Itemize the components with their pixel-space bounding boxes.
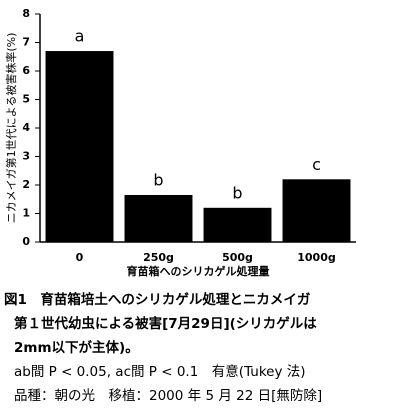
caption-line: 品種：朝の光 移植：2000 年 5 月 22 日[無防除] [14,388,322,404]
y-tick-label: 4 [22,121,30,134]
bar [45,51,114,242]
bar [282,179,351,242]
y-tick-label: 2 [22,178,30,191]
significance-label: a [75,27,85,46]
x-tick-label: 0 [76,251,84,264]
y-tick-label: 1 [22,207,30,220]
caption-line: ab間 P < 0.05, ac間 P < 0.1 有意(Tukey 法) [14,363,306,380]
significance-label: b [153,170,163,189]
y-tick-label: 7 [22,36,30,49]
x-tick-label: 250g [143,251,174,264]
y-tick-label: 3 [22,150,30,163]
significance-label: c [312,155,321,174]
caption-line: 2mm以下が主体)。 [14,339,139,356]
bar [203,207,272,242]
x-tick-label: 1000g [297,251,336,264]
y-tick-label: 5 [22,93,30,106]
x-axis-label: 育苗箱へのシリカゲル処理量 [127,264,270,278]
x-tick-label: 500g [222,251,253,264]
y-axis-label: ニカメイガ第1世代による被害株率(%) [4,33,18,224]
caption-line: 第１世代幼虫による被害[7月29日](シリカゲルは [14,315,317,332]
significance-label: b [232,183,242,202]
y-tick-label: 6 [22,64,30,77]
y-tick-label: 0 [22,235,30,248]
bar [124,194,193,242]
y-tick-label: 8 [22,7,30,20]
caption-line: 図1 育苗箱培土へのシリカゲル処理とニカメイガ [4,291,311,308]
